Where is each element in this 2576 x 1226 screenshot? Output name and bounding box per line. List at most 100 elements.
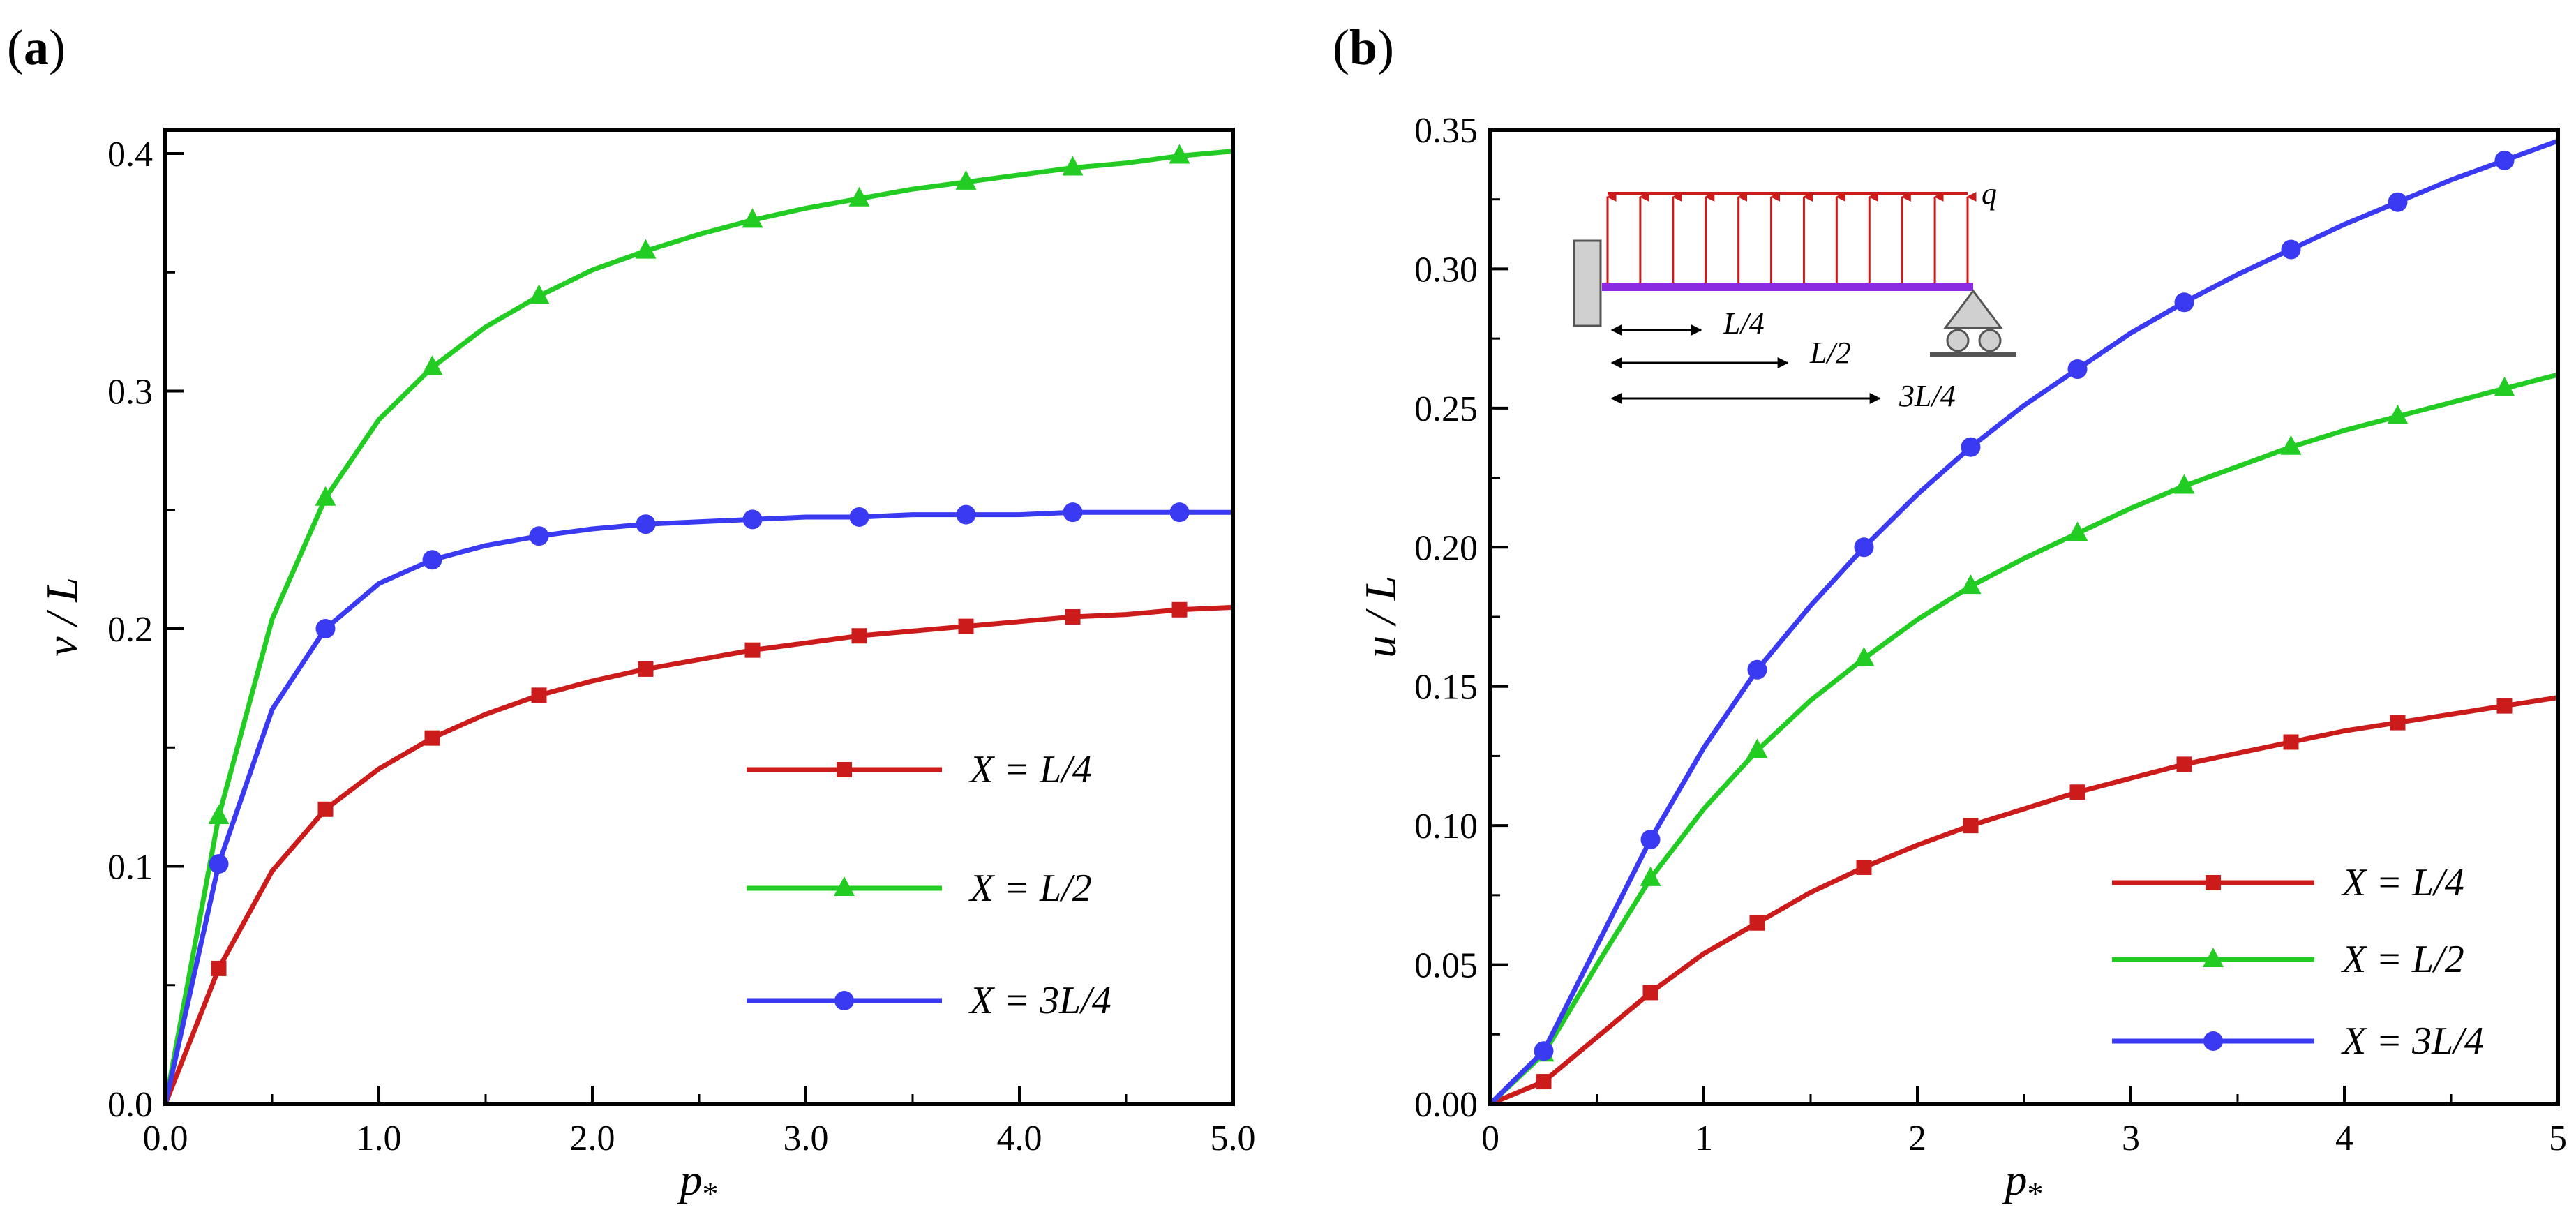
panel-b-data-point-x3l4	[1640, 830, 1661, 850]
panel-b-y-tick-label: 0.25	[1414, 389, 1478, 429]
panel-a-y-tick-label: 0.3	[107, 373, 153, 412]
dim-label-quarter: L/4	[1723, 306, 1765, 341]
panel-b-x-tick-label: 1	[1695, 1119, 1713, 1158]
panel-b-y-tick-label: 0.30	[1414, 250, 1478, 290]
panel-b-legend-label-xl2: X = L/2	[2341, 938, 2464, 981]
panel-b-x-axis-title: p*	[2002, 1155, 2044, 1211]
panel-a-data-point-xl2	[955, 170, 977, 190]
distributed-load-arrows	[1606, 192, 1977, 283]
panel-b-data-point-xl4	[1963, 818, 1979, 834]
panel-a-data-point-x3l4	[636, 514, 656, 534]
panel-a-data-point-xl4	[1065, 609, 1081, 625]
panel-b-plot-frame	[1488, 128, 2560, 1106]
panel-a-y-tick-label: 0.4	[107, 135, 153, 174]
panel-a-data-point-xl4	[744, 642, 761, 658]
panel-a-data-point-x3l4	[956, 504, 976, 525]
panel-a-legend-label-xl2: X = L/2	[968, 867, 1092, 910]
panel-b-data-point-x3l4	[2281, 239, 2301, 260]
panel-a-data-point-x3l4	[422, 550, 442, 570]
panel-a-ticks: 0.0 1.0 2.0 3.0 4.0 5.0 0.0 0.1 0.2 0.3 0.4	[107, 135, 1256, 1158]
panel-a-data-point-x3l4	[1169, 502, 1190, 523]
roller-wheel-right	[1978, 329, 2002, 352]
panel-a-data-point-xl4	[851, 628, 867, 644]
panel-b-series-line-xl2	[1488, 372, 2559, 1106]
panel-a-x-tick-label: 5.0	[1211, 1119, 1256, 1158]
panel-a-data-point-xl4	[424, 730, 440, 746]
panel-b-y-tick-label: 0.20	[1414, 528, 1478, 568]
panel-b-data-point-xl4	[2176, 756, 2192, 772]
load-q-label: q	[1982, 177, 1997, 211]
panel-a-x-axis-main: p	[677, 1155, 703, 1204]
fixed-support-wall	[1573, 239, 1602, 327]
panel-b-letter: b	[1349, 20, 1377, 75]
panel-b-x-tick-label: 5	[2549, 1119, 2567, 1158]
panel-a-y-tick-label: 0.2	[107, 610, 153, 650]
panel-a-x-tick-label: 0.0	[143, 1119, 188, 1158]
panel-a-plot-frame	[163, 128, 1235, 1106]
panel-a-data-point-xl2	[1169, 144, 1190, 164]
panel-a-x-axis-sub: *	[703, 1176, 719, 1211]
panel-a-data-point-x3l4	[209, 854, 229, 874]
panel-b-data-point-xl2	[2280, 435, 2302, 455]
panel-a-data-point-xl4	[1171, 601, 1188, 618]
panel-b-x-tick-label: 0	[1481, 1119, 1499, 1158]
roller-support-triangle	[1942, 289, 2004, 329]
panel-a-x-tick-label: 2.0	[570, 1119, 615, 1158]
panel-b-data-point-x3l4	[2067, 359, 2088, 380]
panel-b-y-tick-label: 0.35	[1414, 111, 1478, 151]
panel-a-legend-label-x3l4: X = 3L/4	[968, 979, 1111, 1022]
panel-a-series-line-xl4	[163, 604, 1234, 1105]
panel-a-legend-marker-xl2	[834, 876, 855, 896]
panel-b-y-tick-label: 0.05	[1414, 946, 1478, 986]
panel-a-data-point-xl2	[208, 805, 230, 825]
dim-label-half: L/2	[1809, 336, 1851, 370]
panel-a-data-point-xl2	[635, 239, 657, 259]
panel-a-data-point-xl2	[421, 355, 443, 375]
panel-a-data-point-xl2	[742, 208, 763, 228]
panel-a-legend-label-xl4: X = L/4	[968, 748, 1092, 791]
panel-a-data-point-x3l4	[849, 507, 869, 527]
panel-b-data-point-xl2	[2173, 474, 2195, 494]
panel-a-data-point-xl4	[958, 618, 974, 634]
panel-b-label: (b)	[1333, 20, 1394, 75]
dim-label-three-quarter: 3L/4	[1899, 379, 1956, 413]
panel-b-x-tick-label: 2	[1908, 1119, 1926, 1158]
panel-b-legend-marker-xl4	[2206, 875, 2221, 890]
panel-b-legend-marker-x3l4	[2203, 1031, 2223, 1051]
panel-a: (a) 0.0 1.0 2.0 3.0 4.0 5.0 0.0 0.1 0.2 0.3 0.4 v …	[7, 20, 1256, 1211]
panel-b-series-line-xl4	[1489, 695, 2559, 1107]
panel-b: (b) 0 1 2 3 4 5 0.00 0.05 0.10 0.15 0.20 0.25 0.30 0.…	[1333, 20, 2567, 1211]
panel-b-legend: X = L/4 X = L/2 X = 3L/4	[2112, 861, 2484, 1063]
panel-a-legend: X = L/4 X = L/2 X = 3L/4	[747, 748, 1111, 1022]
panel-a-letter: a	[24, 20, 49, 75]
panel-b-data-point-xl4	[1856, 859, 1872, 875]
panel-b-data-point-xl4	[1536, 1074, 1552, 1090]
panel-a-data-point-x3l4	[1063, 502, 1083, 523]
panel-b-data-point-xl2	[1640, 866, 1661, 886]
panel-a-y-axis-title: v / L	[37, 577, 87, 657]
panel-a-data-point-xl2	[848, 186, 870, 207]
panel-a-data-point-xl4	[211, 960, 227, 976]
panel-b-data-point-xl2	[2387, 404, 2409, 424]
panel-a-data-point-xl4	[531, 687, 547, 703]
panel-a-x-tick-label: 3.0	[784, 1119, 829, 1158]
panel-a-x-axis-title: p*	[677, 1155, 719, 1211]
panel-b-y-axis-title: u / L	[1356, 576, 1405, 657]
panel-b-data-point-xl4	[2283, 734, 2299, 750]
panel-a-data-point-xl2	[1062, 156, 1084, 176]
panel-b-data-point-xl4	[2496, 698, 2513, 714]
panel-a-label: (a)	[7, 20, 66, 75]
panel-a-data-point-x3l4	[529, 526, 549, 546]
panel-a-y-tick-label: 0.1	[107, 848, 153, 888]
panel-b-legend-label-x3l4: X = 3L/4	[2341, 1019, 2484, 1063]
panel-a-series	[163, 144, 1234, 1105]
panel-b-data-point-x3l4	[1854, 537, 1874, 558]
panel-a-legend-marker-xl4	[837, 762, 852, 777]
panel-b-y-tick-label: 0.10	[1414, 807, 1478, 846]
panel-b-data-point-xl4	[2390, 715, 2406, 731]
panel-b-data-point-x3l4	[2494, 150, 2515, 170]
panel-a-series-line-xl2	[163, 149, 1234, 1105]
panel-a-data-point-x3l4	[742, 509, 763, 530]
panel-b-data-point-xl4	[1642, 985, 1658, 1001]
